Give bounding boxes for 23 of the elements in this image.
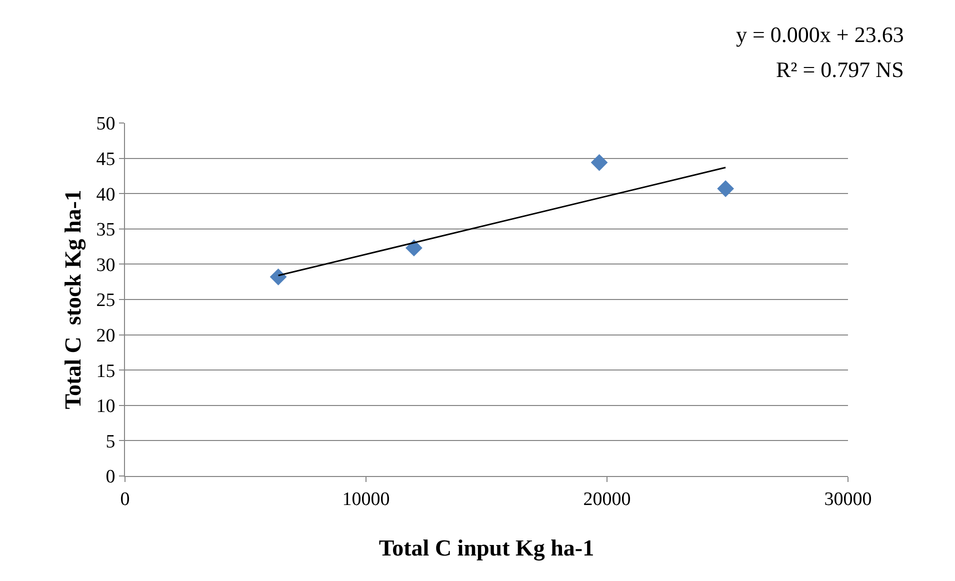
point	[717, 180, 734, 198]
y-tick-label: 10	[96, 396, 116, 418]
x-tick-label: 10000	[342, 488, 390, 510]
point	[270, 268, 287, 286]
point	[590, 154, 608, 171]
y-tick-label: 35	[96, 220, 116, 241]
text: R² = 0.797 NS	[776, 57, 904, 82]
y-axis-title: Total C stock Kg ha-1	[60, 190, 87, 410]
y-tick-label: 25	[96, 290, 116, 312]
x-tick-label: 0	[120, 488, 130, 510]
y-tick-label: 0	[106, 466, 116, 488]
point	[406, 240, 422, 256]
x-axis-title: Total C input Kg ha-1	[378, 535, 594, 562]
y-tick-label: 15	[96, 360, 116, 382]
y-tick-label: 50	[96, 114, 116, 135]
y-tick-label: 30	[96, 254, 116, 276]
x-tick-label: 30000	[824, 488, 872, 510]
y-tick-label: 45	[96, 148, 116, 170]
y-tick-label: 5	[106, 431, 116, 452]
y-tick-label: 20	[96, 325, 116, 346]
y-tick-label: 40	[96, 184, 116, 206]
x-tick-label: 20000	[583, 488, 631, 510]
text: y = 0.000x + 23.63	[736, 22, 904, 47]
